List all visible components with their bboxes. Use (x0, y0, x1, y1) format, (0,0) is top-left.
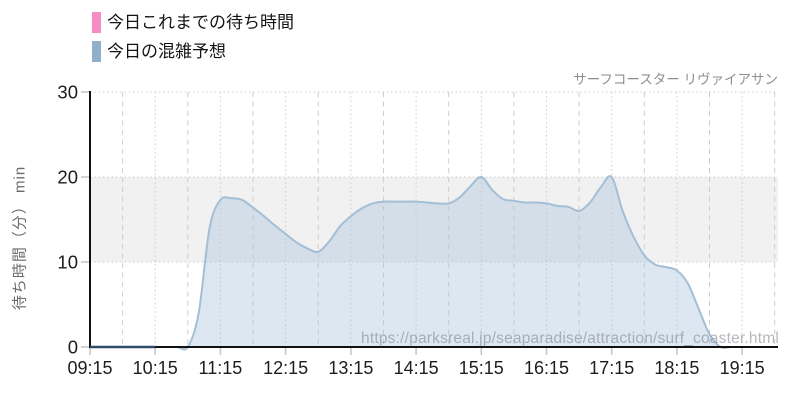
x-tick-label: 15:15 (459, 358, 504, 378)
x-tick-label: 17:15 (589, 358, 634, 378)
legend-item-actual-wait[interactable]: 今日これまでの待ち時間 (92, 12, 294, 33)
legend-swatch-actual-icon (92, 12, 101, 33)
x-tick-label: 10:15 (133, 358, 178, 378)
x-tick-label: 16:15 (524, 358, 569, 378)
x-tick-label: 09:15 (67, 358, 112, 378)
x-tick-label: 14:15 (394, 358, 439, 378)
legend-item-forecast[interactable]: 今日の混雑予想 (92, 41, 294, 62)
x-tick-label: 19:15 (720, 358, 765, 378)
watermark-url: https://parksreal.jp/seaparadise/attract… (361, 330, 779, 347)
attraction-title: サーフコースター リヴァイアサン (573, 72, 778, 87)
x-tick-label: 18:15 (654, 358, 699, 378)
y-tick-label: 0 (68, 337, 78, 358)
legend-label-forecast: 今日の混雑予想 (107, 42, 226, 61)
legend-label-actual: 今日これまでの待ち時間 (107, 13, 294, 32)
y-tick-label: 10 (57, 252, 78, 273)
x-tick-label: 13:15 (328, 358, 373, 378)
x-tick-label: 12:15 (263, 358, 308, 378)
x-tick-label: 11:15 (199, 358, 243, 378)
legend-swatch-forecast-icon (92, 41, 101, 62)
y-tick-label: 20 (57, 167, 78, 188)
y-axis-title: 待ち時間（分） min (11, 165, 29, 311)
y-tick-label: 30 (57, 82, 78, 103)
legend: 今日これまでの待ち時間 今日の混雑予想 (92, 12, 294, 62)
